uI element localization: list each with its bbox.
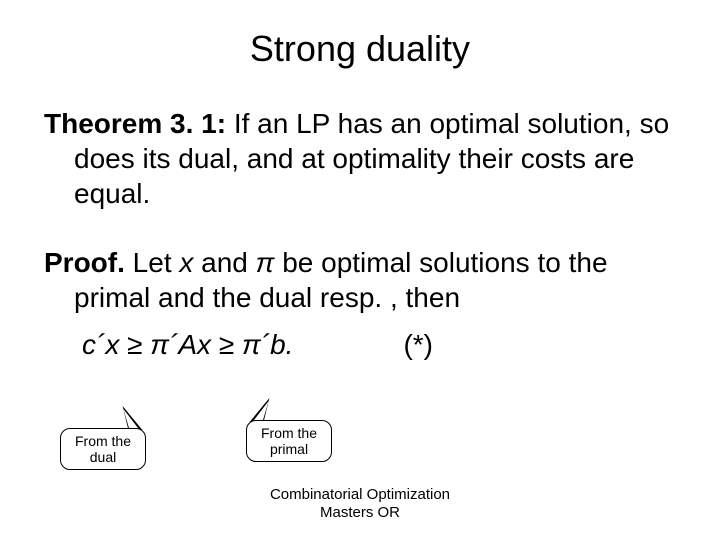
callout-dual-line1: From the <box>75 433 131 449</box>
theorem-paragraph: Theorem 3. 1: If an LP has an optimal so… <box>44 106 676 211</box>
callout-from-dual: From the dual <box>60 428 146 470</box>
ineq-ge1: ≥ <box>127 329 150 360</box>
callout-dual-line2: dual <box>90 449 116 465</box>
proof-text-b: and <box>193 247 255 278</box>
theorem-label: Theorem 3. 1: <box>44 108 226 139</box>
proof-var-pi: π <box>256 247 275 278</box>
callout-from-primal: From the primal <box>246 420 332 462</box>
footer-line1: Combinatorial Optimization <box>270 486 450 503</box>
ineq-ge2: ≥ <box>219 329 242 360</box>
ineq-pi2: π´ <box>242 329 270 360</box>
inequality-line: c´x ≥ π´Ax ≥ π´b.(*) <box>44 329 676 361</box>
ineq-x2: x <box>197 329 219 360</box>
slide-title: Strong duality <box>44 28 676 70</box>
footer-line2: Masters OR <box>320 504 400 521</box>
ineq-b: b. <box>270 329 293 360</box>
slide-footer: Combinatorial Optimization Masters OR <box>0 486 720 522</box>
proof-text-a: Let <box>125 247 179 278</box>
slide: Strong duality Theorem 3. 1: If an LP ha… <box>0 0 720 540</box>
ineq-pi1: π´ <box>150 329 178 360</box>
proof-label: Proof. <box>44 247 125 278</box>
proof-paragraph: Proof. Let x and π be optimal solutions … <box>44 245 676 315</box>
ineq-star: (*) <box>403 329 433 361</box>
proof-var-x: x <box>179 247 193 278</box>
callout-primal-line2: primal <box>270 441 308 457</box>
ineq-x1: x <box>105 329 127 360</box>
callout-primal-line1: From the <box>261 425 317 441</box>
ineq-c: c´ <box>82 329 105 360</box>
ineq-A: A <box>178 329 197 360</box>
